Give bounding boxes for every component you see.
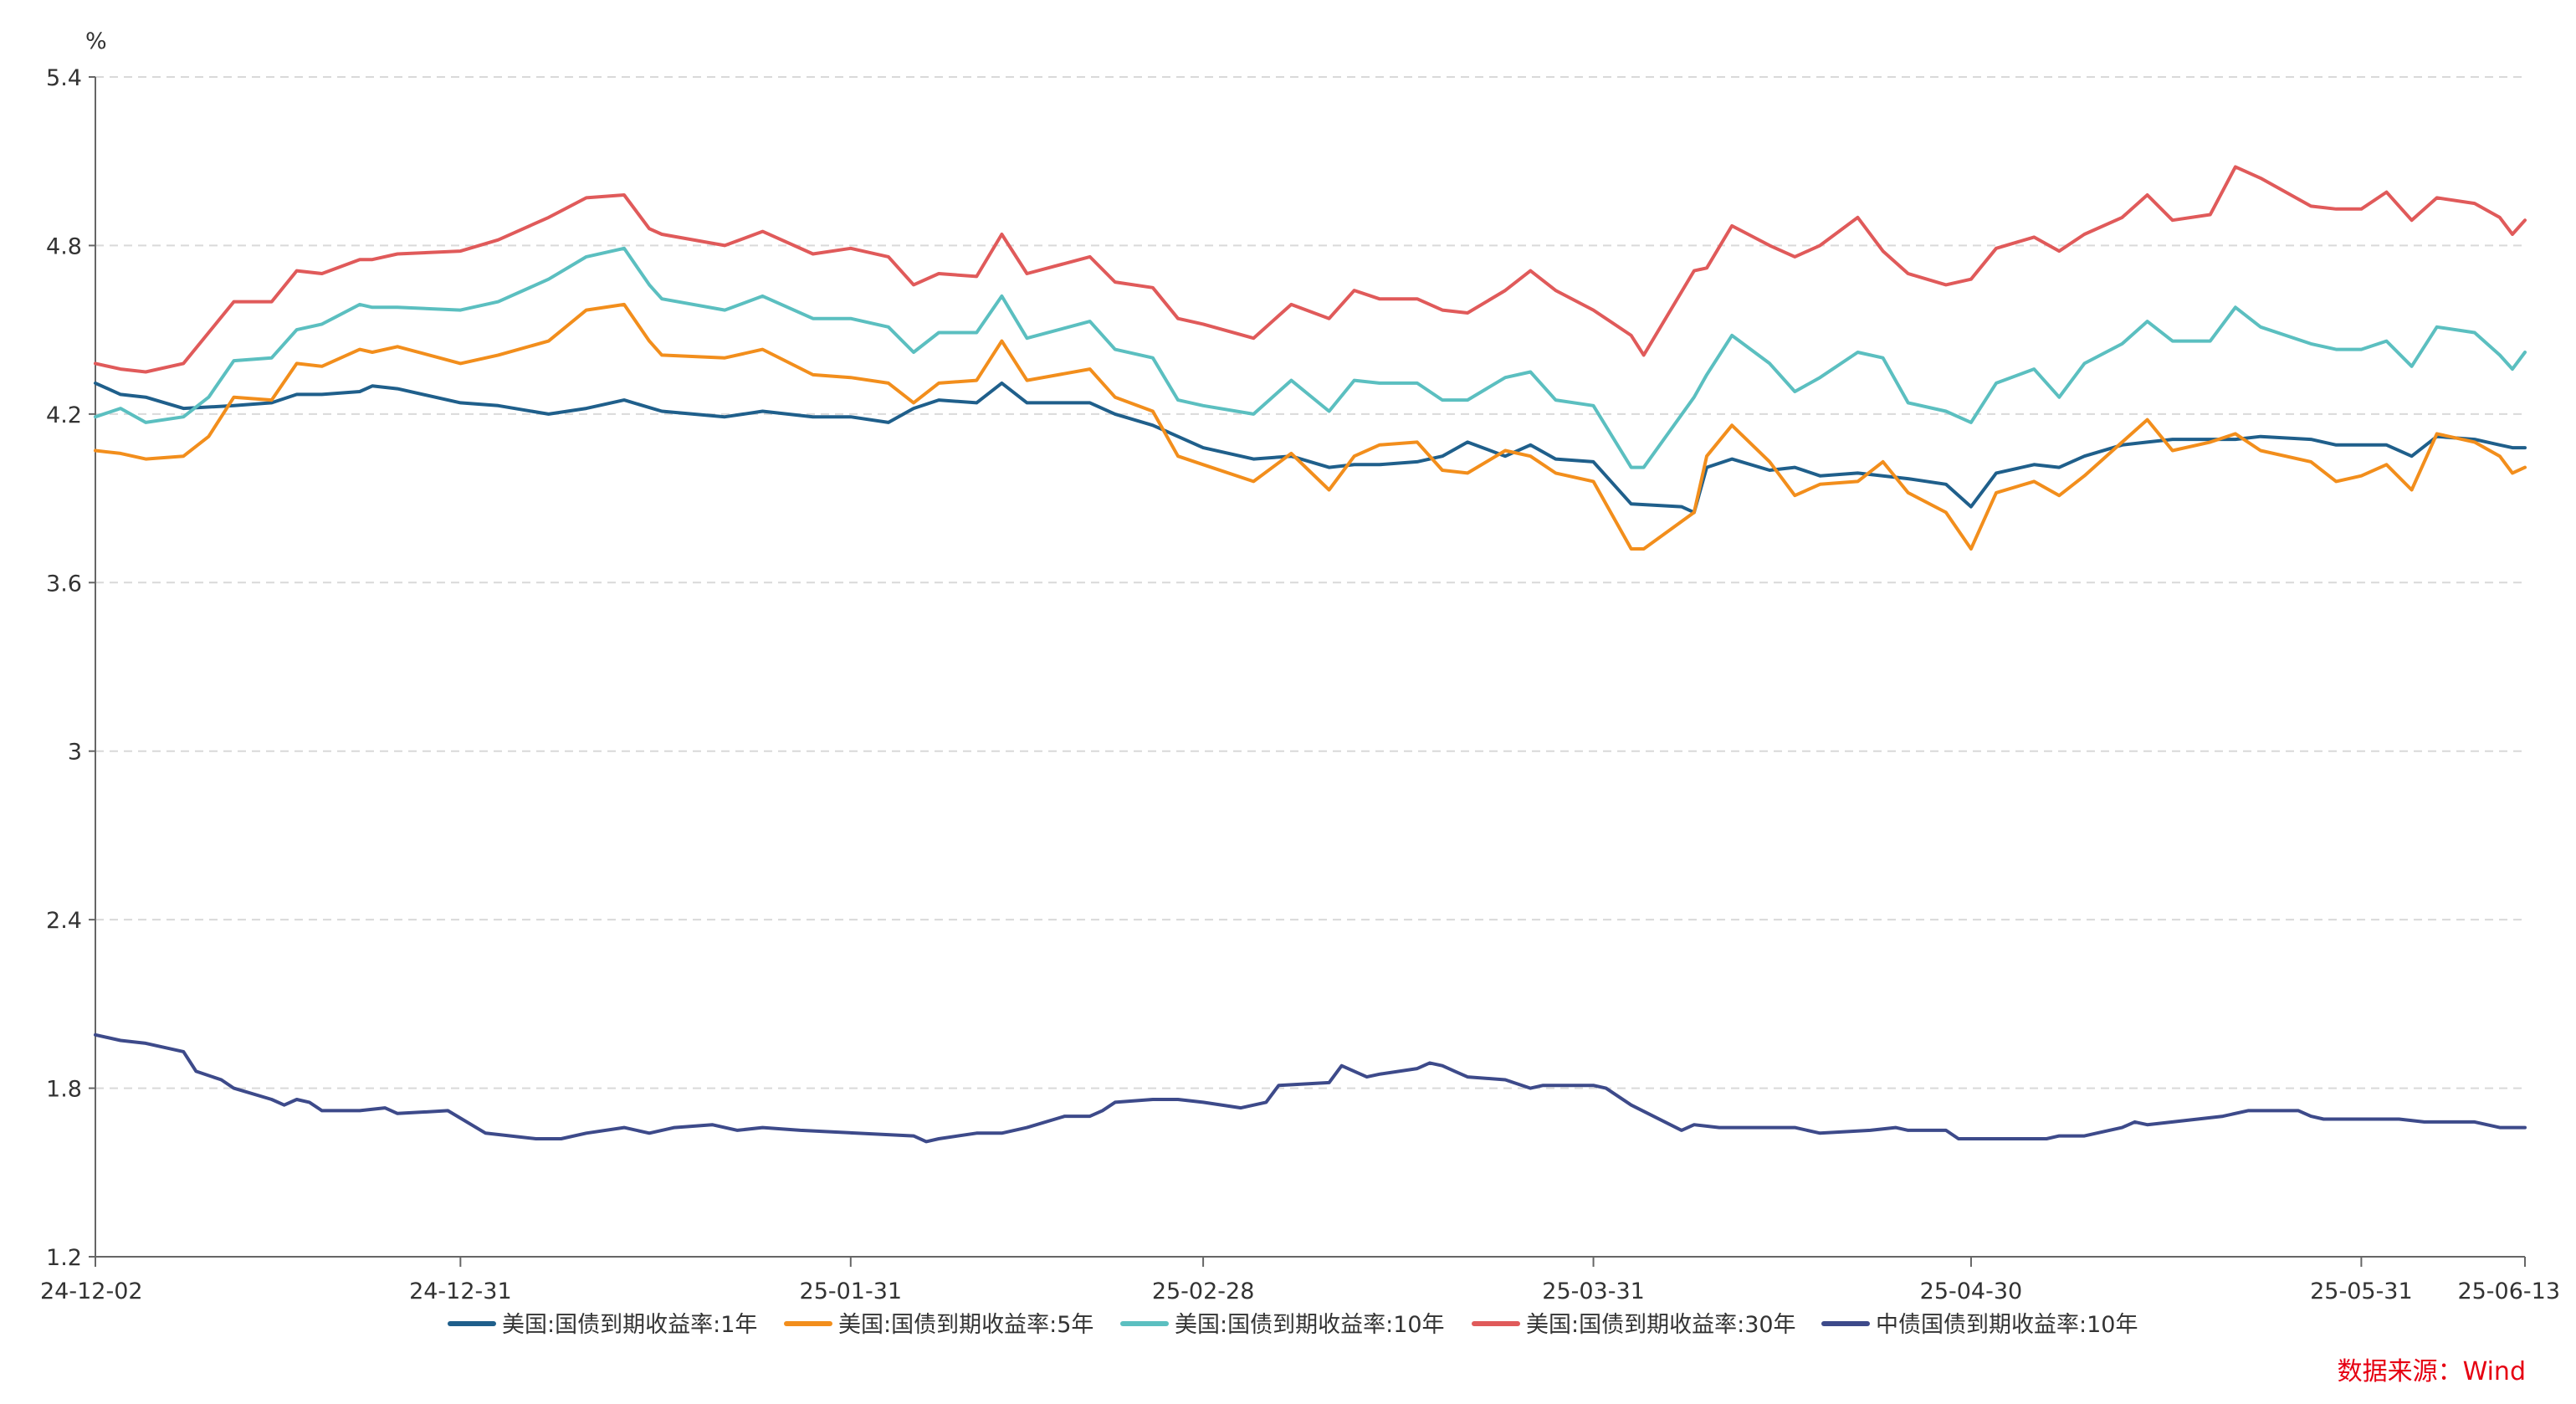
x-tick-label: 25-04-30 bbox=[1920, 1278, 2023, 1304]
legend-label: 中债国债到期收益率:10年 bbox=[1876, 1312, 2138, 1338]
data-source-note: 数据来源：Wind bbox=[2337, 1357, 2526, 1386]
x-tick-label: 25-01-31 bbox=[800, 1278, 903, 1304]
x-tick-label: 24-12-31 bbox=[409, 1278, 512, 1304]
series-line-1 bbox=[94, 381, 2527, 515]
y-tick-label: 1.2 bbox=[46, 1245, 82, 1271]
x-tick-label: 25-03-31 bbox=[1542, 1278, 1645, 1304]
y-unit-label: % bbox=[85, 28, 107, 54]
legend-label: 美国:国债到期收益率:1年 bbox=[502, 1312, 757, 1338]
y-tick-label: 5.4 bbox=[46, 65, 82, 91]
y-tick-label: 3.6 bbox=[46, 571, 82, 597]
legend-label: 美国:国债到期收益率:30年 bbox=[1526, 1312, 1796, 1338]
legend-label: 美国:国债到期收益率:10年 bbox=[1175, 1312, 1445, 1338]
series-line-3 bbox=[94, 246, 2527, 469]
y-tick-label: 3 bbox=[68, 740, 82, 766]
y-tick-label: 4.2 bbox=[46, 402, 82, 428]
legend-label: 美国:国债到期收益率:5年 bbox=[838, 1312, 1093, 1338]
x-tick-label: 25-02-28 bbox=[1152, 1278, 1255, 1304]
series-line-4 bbox=[94, 165, 2527, 374]
y-tick-label: 4.8 bbox=[46, 233, 82, 259]
x-tick-label: 25-06-13 bbox=[2457, 1278, 2560, 1304]
y-tick-label: 1.8 bbox=[46, 1077, 82, 1103]
series-line-2 bbox=[94, 302, 2527, 551]
x-tick-label: 25-05-31 bbox=[2310, 1278, 2413, 1304]
y-tick-label: 2.4 bbox=[46, 908, 82, 934]
x-tick-label: 24-12-02 bbox=[40, 1278, 143, 1304]
series-line-5 bbox=[94, 1033, 2527, 1144]
